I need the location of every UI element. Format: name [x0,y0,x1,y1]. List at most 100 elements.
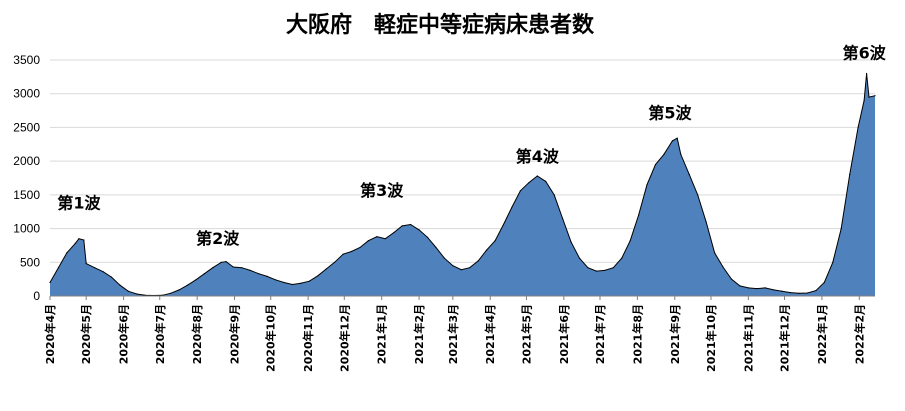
wave-label: 第3波 [360,181,404,200]
data-point [773,289,775,291]
x-tick-label: 2021年11月 [741,304,755,372]
data-point [629,240,631,242]
data-point [832,261,834,263]
wave-label: 第4波 [516,147,560,166]
data-point [110,276,113,278]
data-point [393,232,395,234]
x-tick-label: 2020年11月 [301,304,315,372]
data-point [83,239,85,241]
data-point [604,269,606,271]
x-tick-label: 2021年9月 [668,304,682,364]
y-tick-label: 1500 [13,188,40,202]
data-point [232,266,234,268]
x-tick-label: 2020年6月 [117,304,131,364]
series-line [49,73,876,297]
series-area-fill [50,73,875,296]
data-point [342,253,344,255]
x-tick-label: 2020年7月 [153,304,167,364]
wave-label: 第5波 [648,104,692,123]
data-point [680,153,682,155]
y-tick-label: 500 [20,255,40,269]
data-point [178,289,180,291]
data-point [350,250,353,253]
y-tick-label: 3000 [13,87,40,101]
data-point [460,269,462,271]
data-point [697,194,699,196]
data-point [359,246,361,249]
x-tick-label: 2021年5月 [519,304,533,364]
data-point [325,268,327,270]
data-point [85,263,87,265]
gridlines [50,59,875,263]
data-point [258,273,260,275]
x-tick-label: 2020年10月 [264,304,278,372]
x-tick-label: 2022年2月 [852,304,866,364]
x-tick-label: 2021年12月 [778,304,792,372]
data-point [477,260,479,262]
data-point [570,241,572,243]
data-point [578,257,581,259]
data-point [621,257,623,259]
data-point [705,221,707,223]
data-point [195,279,197,281]
wave-label: 第1波 [57,193,101,212]
x-tick-label: 2021年1月 [375,304,389,364]
x-tick-label: 2021年10月 [704,304,718,372]
y-tick-label: 2000 [13,154,40,168]
data-point [781,290,783,292]
data-point [545,180,547,182]
data-point [562,217,564,220]
data-point [849,174,851,176]
data-point [494,240,496,242]
data-point [225,261,227,263]
data-point [418,229,420,231]
data-point [502,223,505,226]
data-point [435,246,437,249]
x-tick-label: 2020年9月 [228,304,242,364]
data-point [747,287,750,289]
data-point [866,72,868,75]
data-point [806,292,809,294]
data-point [291,283,293,286]
data-point [57,267,60,269]
data-point [536,175,538,177]
x-tick-label: 2021年7月 [593,304,607,364]
x-tick-label: 2021年2月 [412,304,426,364]
data-point [739,285,741,287]
data-point [376,236,378,238]
data-point [798,292,800,294]
data-point [638,214,640,216]
series-area [49,72,876,297]
y-tick-label: 3500 [13,53,40,67]
data-point [212,267,214,269]
data-point [654,163,657,166]
data-point [528,182,530,184]
data-point [241,267,243,269]
y-axis-ticks: 0 500 1000 1500 2000 2500 3000 3500 [13,53,40,303]
data-point [469,267,471,269]
data-point [443,257,445,259]
y-tick-label: 0 [33,289,40,303]
y-tick-label: 2500 [13,120,40,134]
data-point [170,292,172,294]
data-point [102,271,104,273]
data-point [671,140,674,142]
x-tick-label: 2021年3月 [446,304,460,364]
wave-label: 第6波 [843,44,887,63]
data-point [78,238,80,240]
x-tick-label: 2022年1月 [815,304,829,364]
data-point [127,290,129,292]
data-point [868,96,870,98]
data-point [688,174,690,176]
data-point [612,267,614,269]
wave-label: 第2波 [196,229,240,248]
data-point [730,278,733,280]
data-point [266,275,268,277]
data-point [384,238,386,240]
x-tick-label: 2020年4月 [43,304,57,364]
data-point [676,137,678,139]
data-point [511,206,513,208]
data-point [646,184,648,186]
